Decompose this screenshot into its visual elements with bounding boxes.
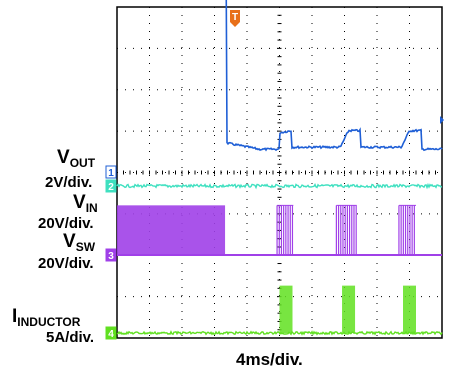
vsw-scale: 20V/div.	[38, 255, 94, 272]
trigger-level-marker	[440, 116, 444, 124]
vin-label-main: V	[73, 192, 86, 213]
channel-marker-number: 4	[108, 329, 114, 340]
vsw-label: VSW	[63, 232, 95, 253]
vsw-label-main: V	[63, 231, 76, 252]
timebase-label: 4ms/div.	[236, 350, 303, 369]
channel-marker-box	[105, 248, 117, 262]
channel-marker-box	[105, 179, 117, 193]
il-label-sub: INDUCTOR	[17, 315, 81, 329]
scope-traces	[116, 0, 443, 336]
vsw-burst	[117, 205, 226, 255]
vin-scale: 20V/div.	[38, 215, 94, 232]
inductor-pulse	[403, 285, 416, 333]
channel-marker-box	[105, 326, 117, 340]
inductor-baseline	[116, 330, 443, 336]
vsw-label-sub: SW	[75, 240, 96, 254]
il-scale: 5A/div.	[46, 329, 95, 346]
vin-trace	[116, 182, 443, 190]
vin-label-sub: IN	[85, 201, 98, 215]
channel-markers: 1 2 3 4 T	[105, 10, 444, 340]
vout-scale: 2V/div.	[45, 174, 93, 191]
vin-label: VIN	[73, 193, 98, 214]
vout-label: VOUT	[57, 148, 95, 169]
trigger-marker-text: T	[232, 12, 238, 23]
inductor-pulse	[342, 285, 356, 333]
channel-marker-number: 2	[108, 182, 114, 193]
il-label: IINDUCTOR	[12, 307, 80, 328]
vout-trace	[225, 0, 443, 152]
il-label-main: I	[12, 306, 18, 327]
vout-label-sub: OUT	[69, 156, 96, 170]
channel-marker-number: 3	[108, 251, 114, 262]
channel-marker-number: 1	[108, 168, 114, 179]
vout-label-main: V	[57, 147, 70, 168]
trigger-marker	[230, 10, 240, 27]
channel-marker-box	[105, 165, 117, 179]
inductor-pulse	[279, 285, 293, 333]
scope-grid	[116, 6, 443, 339]
